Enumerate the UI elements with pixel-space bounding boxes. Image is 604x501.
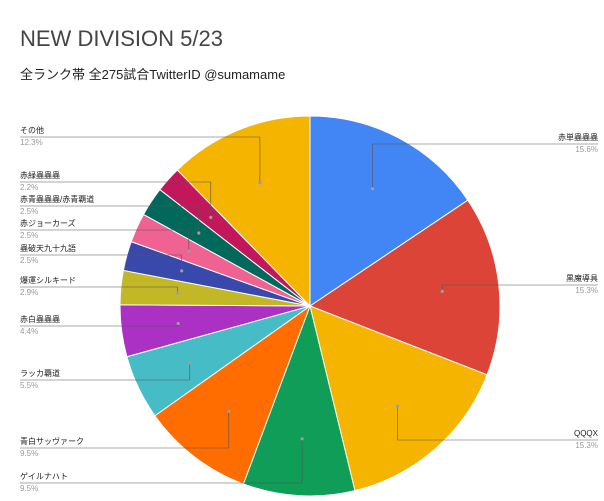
pie-slice	[154, 304, 312, 485]
label-anchor-dot	[176, 291, 180, 295]
chart-subtitle: 全ランク帯 全275試合TwitterID @sumamame	[20, 67, 286, 82]
label-leader-line	[20, 254, 182, 271]
label-leader-line	[20, 411, 230, 449]
slice-label: QQQX	[574, 429, 599, 438]
slice-label: ゲイルナハト	[20, 471, 68, 481]
label-anchor-dot	[227, 409, 231, 413]
slice-percent: 2.5%	[20, 256, 38, 265]
label-anchor-dot	[371, 187, 375, 191]
slice-percent: 15.6%	[575, 145, 598, 154]
label-anchor-dot	[187, 249, 191, 253]
label-leader-line	[20, 363, 191, 381]
label-leader-line	[20, 438, 303, 484]
label-anchor-dot	[440, 289, 444, 293]
pie-slice	[242, 304, 356, 497]
label-anchor-dot	[188, 361, 192, 365]
slice-label: 赤緑蟲蟲蟲	[20, 170, 60, 180]
slice-percent: 4.4%	[20, 327, 38, 336]
slice-label: 赤白蟲蟲蟲	[20, 314, 60, 324]
label-anchor-dot	[396, 404, 400, 408]
label-anchor-dot	[300, 437, 304, 441]
label-leader-line	[20, 229, 190, 252]
slice-label: 黒魔導具	[566, 273, 598, 283]
chart-title: NEW DIVISION 5/23	[20, 26, 223, 51]
pie-slice	[309, 305, 488, 492]
slice-percent: 2.5%	[20, 207, 38, 216]
label-leader-line	[20, 181, 212, 218]
slice-percent: 15.3%	[575, 441, 598, 450]
slice-label: ラッカ覇道	[20, 368, 60, 378]
label-leader-line	[20, 136, 261, 183]
slice-percent: 2.5%	[20, 231, 38, 240]
label-anchor-dot	[176, 321, 180, 326]
label-leaders	[20, 136, 598, 484]
label-leader-line	[441, 284, 598, 292]
pie-slice	[176, 115, 311, 308]
label-anchor-dot	[209, 215, 213, 219]
label-anchor-dot	[180, 269, 184, 273]
slice-percent: 9.5%	[20, 449, 38, 458]
pie-slice	[309, 115, 469, 307]
slice-label: 赤ジョーカーズ	[20, 218, 76, 228]
label-anchor-dot	[197, 231, 201, 235]
label-leader-line	[20, 286, 178, 294]
slice-percent: 12.3%	[20, 138, 43, 147]
label-leader-line	[372, 143, 598, 189]
slice-percent: 5.5%	[20, 381, 38, 390]
slice-percent: 15.3%	[575, 286, 598, 295]
label-leader-line	[397, 406, 598, 441]
pie-slices	[119, 115, 501, 497]
slice-percent: 2.9%	[20, 288, 38, 297]
slice-label: その他	[20, 125, 44, 135]
label-anchor-dot	[258, 181, 262, 185]
slice-label: 蟲破天九十九語	[20, 243, 76, 253]
slice-labels: 赤単蟲蟲蟲 15.6% 黒魔導具 15.3% QQQX 15.3% ゲイルナハト 9.5% 青白…	[20, 125, 599, 493]
label-leader-line	[20, 205, 200, 233]
slice-percent: 2.2%	[20, 183, 38, 192]
slice-percent: 9.5%	[20, 484, 38, 493]
slice-label: 赤単蟲蟲蟲	[558, 132, 598, 142]
slice-label: 青白サッヴァーク	[20, 436, 84, 446]
slice-label: 赤青蟲蟲蟲/赤青覇道	[20, 194, 94, 204]
slice-label: 爆運シルキード	[20, 275, 76, 285]
